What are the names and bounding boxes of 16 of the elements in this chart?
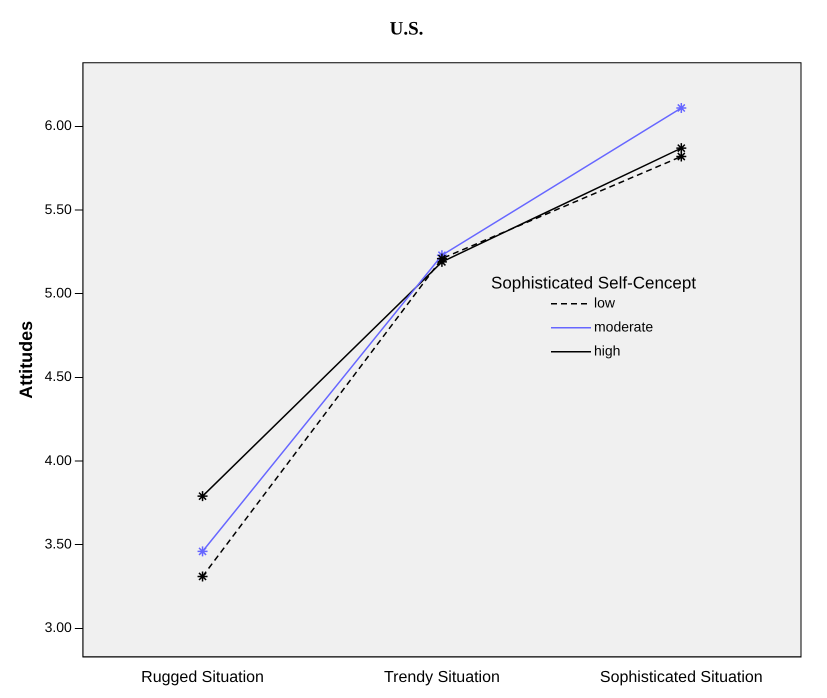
legend-label: low	[594, 294, 616, 311]
x-tick-label: Trendy Situation	[384, 668, 500, 686]
x-tick-label: Rugged Situation	[141, 668, 264, 686]
legend-label: moderate	[594, 318, 654, 335]
legend-title: Sophisticated Self-Cencept	[491, 273, 696, 292]
y-tick-label: 5.50	[44, 200, 72, 217]
y-tick-label: 5.00	[44, 284, 72, 301]
y-tick-label: 4.00	[44, 452, 72, 468]
y-tick-label: 3.50	[44, 536, 72, 552]
chart-title: U.S.	[390, 18, 424, 40]
y-axis-title: Attitudes	[16, 320, 36, 399]
y-tick-label: 3.00	[44, 619, 72, 636]
legend-label: high	[594, 342, 620, 359]
y-tick-label: 4.50	[44, 368, 72, 384]
y-tick-label: 6.00	[44, 117, 72, 134]
x-tick-label: Sophisticated Situation	[600, 668, 763, 686]
